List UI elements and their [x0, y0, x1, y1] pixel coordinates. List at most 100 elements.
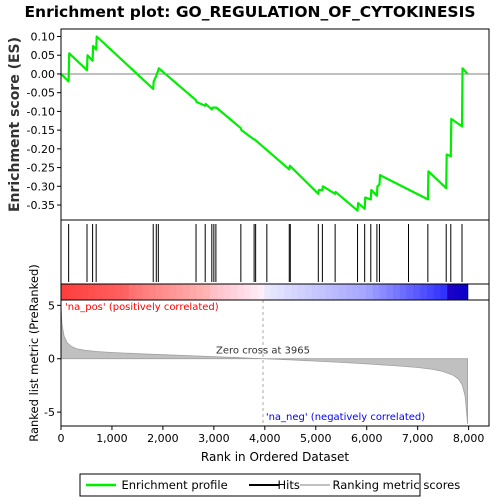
- rank-colorbar-segment: [189, 284, 198, 300]
- enrichment-panel-bg: [61, 29, 489, 220]
- rank-colorbar-segment: [284, 284, 293, 300]
- rank-colorbar-segment: [291, 284, 299, 300]
- rank-colorbar-segment: [447, 284, 455, 300]
- rank-colorbar-segment: [169, 284, 177, 300]
- enrichment-profile-line: [60, 35, 469, 212]
- rank-colorbar-segment: [264, 284, 272, 300]
- rank-colorbar-segment: [311, 284, 320, 300]
- rank-ytick-label: 5: [48, 299, 55, 312]
- page-title: Enrichment plot: GO_REGULATION_OF_CYTOKI…: [24, 3, 476, 21]
- rank-ytick-label: -5: [44, 406, 55, 419]
- rank-colorbar-segment: [162, 284, 171, 300]
- rank-colorbar-segment: [325, 284, 333, 300]
- rank-colorbar-segment: [155, 284, 164, 300]
- rank-colorbar-segment: [176, 284, 184, 300]
- rank-colorbar-segment: [121, 284, 130, 300]
- rank-colorbar-segment: [94, 284, 103, 300]
- rank-colorbar-segment: [332, 284, 340, 300]
- rank-colorbar-segment: [108, 284, 116, 300]
- es-ytick-label: 0.10: [31, 30, 56, 43]
- rank-colorbar-segment: [379, 284, 387, 300]
- rank-colorbar-segment: [203, 284, 211, 300]
- rank-colorbar-segment: [81, 284, 89, 300]
- xtick-label: 7,000: [402, 432, 434, 445]
- xtick-label: 4,000: [249, 432, 281, 445]
- rank-colorbar-segment: [298, 284, 306, 300]
- legend-label-1: Enrichment profile: [122, 478, 228, 492]
- legend-label-3: Ranking metric scores: [333, 478, 461, 492]
- rank-colorbar-segment: [338, 284, 347, 300]
- rank-colorbar-segment: [115, 284, 123, 300]
- xtick-label: 6,000: [351, 432, 383, 445]
- rank-colorbar-segment: [352, 284, 360, 300]
- xtick-label: 8,000: [453, 432, 485, 445]
- rank-colorbar-segment: [440, 284, 448, 300]
- pos-correlated-label: 'na_pos' (positively correlated): [65, 302, 219, 313]
- rank-colorbar-segment: [230, 284, 238, 300]
- rank-ytick-label: 0: [48, 353, 55, 366]
- rank-colorbar-segment: [271, 284, 279, 300]
- rank-colorbar-segment: [61, 284, 69, 300]
- es-ytick-label: -0.10: [27, 105, 55, 118]
- rank-colorbar-segment: [460, 284, 469, 300]
- hits-frame: [60, 219, 490, 285]
- rank-colorbar-segment: [454, 284, 462, 300]
- xtick-label: 1,000: [96, 432, 128, 445]
- es-axis-label: Enrichment score (ES): [7, 37, 23, 212]
- xtick-label: 0: [58, 432, 65, 445]
- es-ytick-label: 0.05: [31, 49, 56, 62]
- rank-colorbar-segment: [237, 284, 245, 300]
- xtick-label: 5,000: [300, 432, 332, 445]
- rank-colorbar-segment: [345, 284, 353, 300]
- es-ytick-label: -0.15: [27, 124, 55, 137]
- rank-colorbar-segment: [257, 284, 265, 300]
- rank-colorbar-segment: [399, 284, 408, 300]
- rank-colorbar-segment: [135, 284, 143, 300]
- legend-label-2: Hits: [278, 478, 300, 492]
- rank-colorbar-segment: [216, 284, 225, 300]
- rank-colorbar-segment: [372, 284, 381, 300]
- rank-colorbar-segment: [223, 284, 232, 300]
- rank-colorbar-segment: [393, 284, 401, 300]
- rank-colorbar-segment: [304, 284, 313, 300]
- ranking-metric-area: [60, 305, 468, 424]
- rank-colorbar-segment: [243, 284, 252, 300]
- rank-colorbar-segment: [433, 284, 442, 300]
- rank-colorbar-segment: [359, 284, 367, 300]
- ranking-frame: [60, 299, 490, 427]
- rank-colorbar-segment: [182, 284, 191, 300]
- rank-colorbar-segment: [196, 284, 204, 300]
- rank-axis-label: Ranked list metric (PreRanked): [27, 264, 41, 442]
- rank-colorbar-segment: [318, 284, 326, 300]
- neg-correlated-label: 'na_neg' (negatively correlated): [266, 412, 425, 423]
- rank-colorbar-segment: [420, 284, 428, 300]
- rank-colorbar-segment: [406, 284, 414, 300]
- zero-cross-label: Zero cross at 3965: [216, 346, 310, 357]
- rank-colorbar-segment: [365, 284, 374, 300]
- xtick-label: 3,000: [198, 432, 230, 445]
- es-ytick-label: -0.25: [27, 162, 55, 175]
- rank-colorbar-segment: [142, 284, 150, 300]
- es-ytick-label: -0.20: [27, 143, 55, 156]
- rank-colorbar-segment: [413, 284, 421, 300]
- rank-colorbar-segment: [250, 284, 259, 300]
- rank-colorbar-segment: [128, 284, 137, 300]
- rank-colorbar-segment: [210, 284, 218, 300]
- es-ytick-label: 0.00: [31, 68, 56, 81]
- x-axis-label: Rank in Ordered Dataset: [201, 450, 349, 464]
- legend: Enrichment profile Hits Ranking metric sco…: [79, 473, 461, 497]
- rank-colorbar-segment: [386, 284, 394, 300]
- es-ytick-label: -0.35: [27, 199, 55, 212]
- rank-colorbar-segment: [149, 284, 157, 300]
- rank-colorbar-segment: [426, 284, 435, 300]
- rank-colorbar-segment: [74, 284, 82, 300]
- xtick-label: 2,000: [147, 432, 179, 445]
- rank-colorbar-segment: [277, 284, 286, 300]
- es-ytick-label: -0.05: [27, 87, 55, 100]
- es-ytick-label: -0.30: [27, 180, 55, 193]
- rank-colorbar-segment: [67, 284, 76, 300]
- rank-colorbar-segment: [88, 284, 96, 300]
- rank-colorbar-segment: [101, 284, 110, 300]
